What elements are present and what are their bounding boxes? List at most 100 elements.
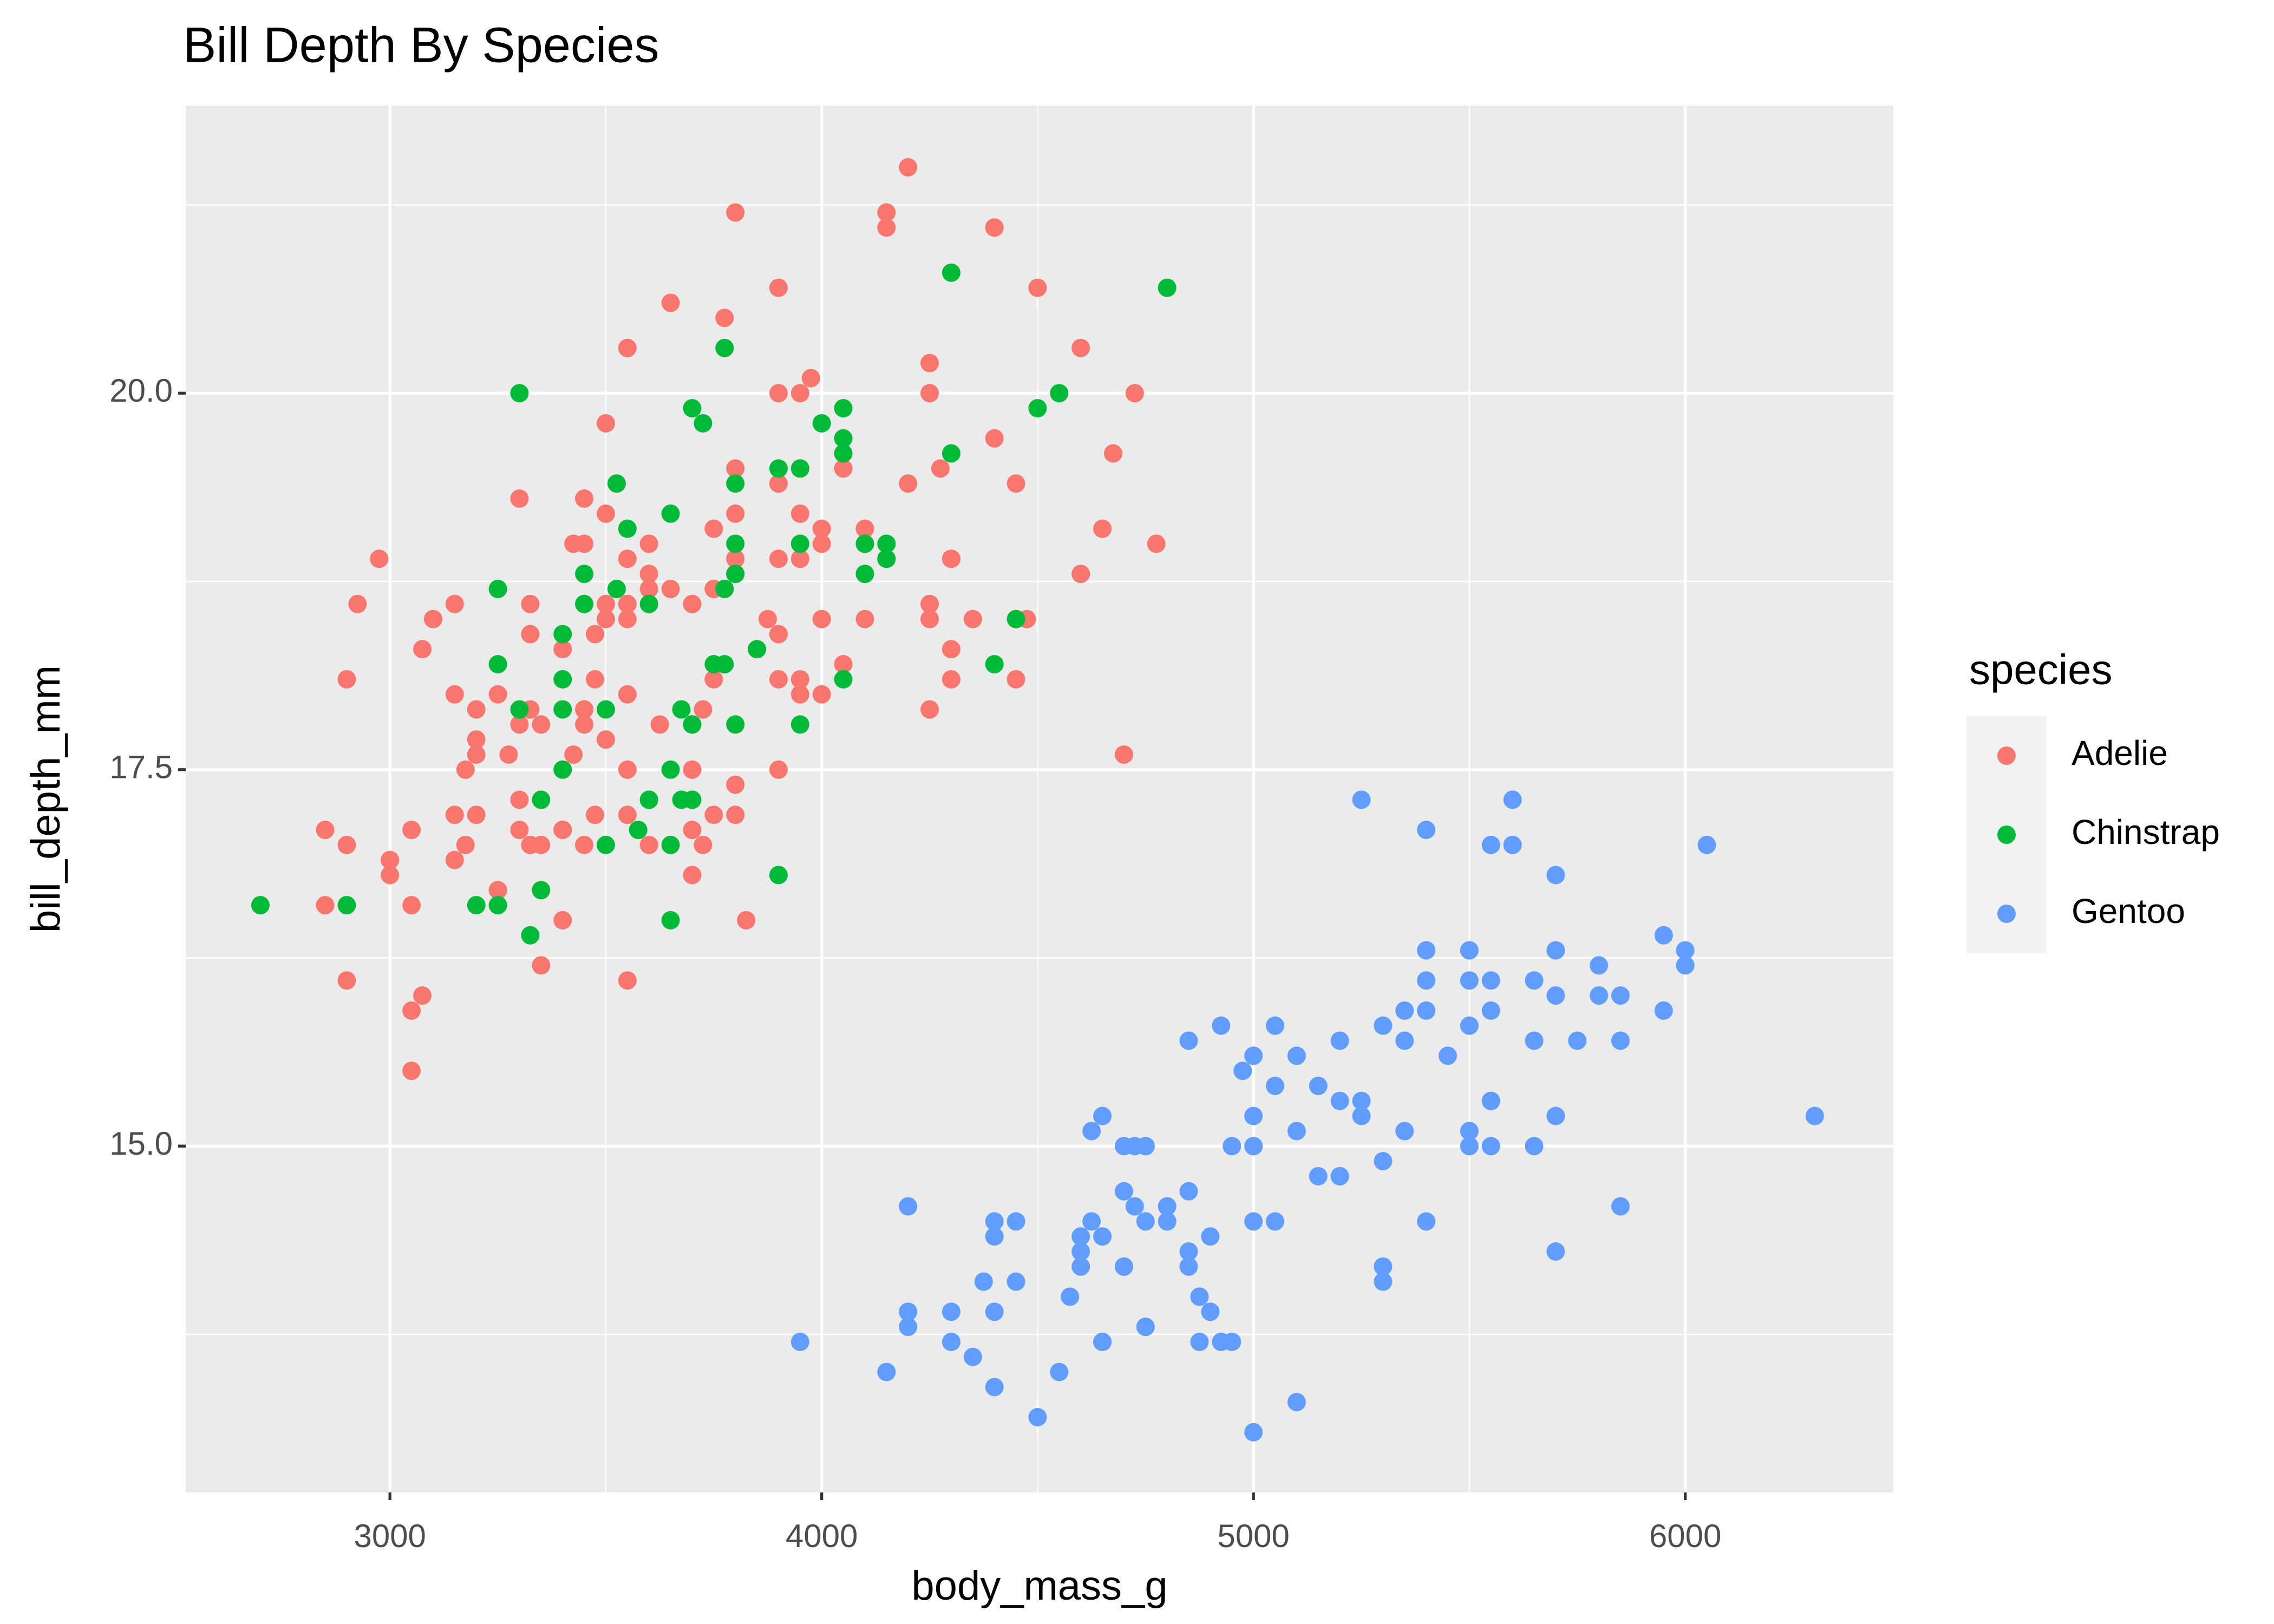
data-point — [1460, 1122, 1479, 1141]
data-point — [618, 610, 637, 628]
data-point — [661, 835, 680, 854]
data-point — [596, 835, 615, 854]
data-point — [661, 293, 680, 312]
data-point — [1007, 1212, 1025, 1231]
data-point — [1093, 519, 1112, 538]
data-point — [553, 821, 572, 840]
data-point — [683, 715, 702, 734]
data-point — [337, 896, 356, 915]
data-point — [1503, 790, 1522, 809]
y-tick-label: 20.0 — [109, 372, 173, 409]
data-point — [715, 655, 734, 674]
data-point — [942, 640, 960, 659]
data-point — [1190, 1287, 1209, 1306]
data-point — [445, 806, 464, 824]
data-point — [1546, 866, 1565, 885]
data-point — [812, 685, 831, 704]
data-point — [942, 549, 960, 568]
data-point — [337, 670, 356, 689]
data-point — [942, 444, 960, 463]
data-point — [1158, 278, 1177, 297]
data-point — [1093, 1332, 1112, 1351]
data-point — [1050, 384, 1069, 403]
data-point — [1460, 941, 1479, 960]
data-point — [899, 158, 918, 177]
data-point — [920, 384, 939, 403]
data-point — [1266, 1212, 1285, 1231]
data-point — [834, 655, 853, 674]
data-point — [877, 218, 896, 237]
data-point — [1287, 1122, 1306, 1141]
data-point — [1028, 278, 1047, 297]
data-point — [726, 806, 745, 824]
data-point — [1007, 474, 1025, 493]
data-point — [1546, 1242, 1565, 1261]
data-point — [553, 700, 572, 719]
data-point — [1590, 986, 1609, 1005]
data-point — [532, 881, 551, 900]
data-point — [1460, 1016, 1479, 1035]
data-point — [521, 926, 540, 945]
data-point — [1568, 1031, 1587, 1050]
data-point — [1374, 1257, 1393, 1276]
data-point — [521, 594, 540, 613]
data-point — [790, 384, 809, 403]
data-point — [1114, 745, 1133, 764]
data-point — [639, 565, 658, 584]
data-point — [1212, 1332, 1231, 1351]
data-point — [1525, 971, 1544, 990]
data-point — [607, 474, 626, 493]
y-tick-label: 15.0 — [109, 1125, 173, 1162]
chart-title: Bill Depth By Species — [183, 17, 659, 73]
data-point — [769, 670, 788, 689]
data-point — [423, 610, 442, 628]
data-point — [488, 896, 507, 915]
data-point — [618, 685, 637, 704]
data-point — [575, 594, 594, 613]
data-point — [381, 850, 400, 869]
data-point — [790, 715, 809, 734]
data-point — [586, 625, 605, 644]
data-point — [607, 579, 626, 598]
data-point — [1244, 1046, 1263, 1065]
data-point — [1417, 821, 1436, 840]
data-point — [899, 474, 918, 493]
data-point — [812, 519, 831, 538]
data-point — [1136, 1212, 1155, 1231]
data-point — [618, 971, 637, 990]
data-point — [1082, 1122, 1101, 1141]
data-point — [596, 700, 615, 719]
data-point — [488, 579, 507, 598]
data-point — [726, 775, 745, 794]
data-point — [834, 459, 853, 478]
data-point — [877, 534, 896, 553]
data-point — [1611, 986, 1630, 1005]
data-point — [1460, 971, 1479, 990]
data-point — [251, 896, 270, 915]
data-point — [1439, 1046, 1458, 1065]
data-point — [1158, 1197, 1177, 1216]
data-point — [553, 911, 572, 929]
data-point — [1071, 565, 1090, 584]
x-tick-label: 4000 — [786, 1518, 858, 1554]
data-point — [855, 565, 874, 584]
data-point — [618, 338, 637, 357]
data-point — [834, 399, 853, 418]
data-point — [575, 715, 594, 734]
data-point — [790, 1332, 809, 1351]
data-point — [834, 670, 853, 689]
data-point — [1071, 338, 1090, 357]
data-point — [467, 806, 486, 824]
data-point — [650, 715, 669, 734]
data-point — [812, 534, 831, 553]
data-point — [1611, 1197, 1630, 1216]
data-point — [1590, 956, 1609, 975]
data-point — [639, 579, 658, 598]
data-point — [769, 866, 788, 885]
data-point — [1611, 1031, 1630, 1050]
data-point — [661, 760, 680, 779]
data-point — [726, 459, 745, 478]
data-point — [564, 534, 583, 553]
y-axis-title: bill_depth_mm — [23, 665, 69, 933]
data-point — [672, 700, 691, 719]
